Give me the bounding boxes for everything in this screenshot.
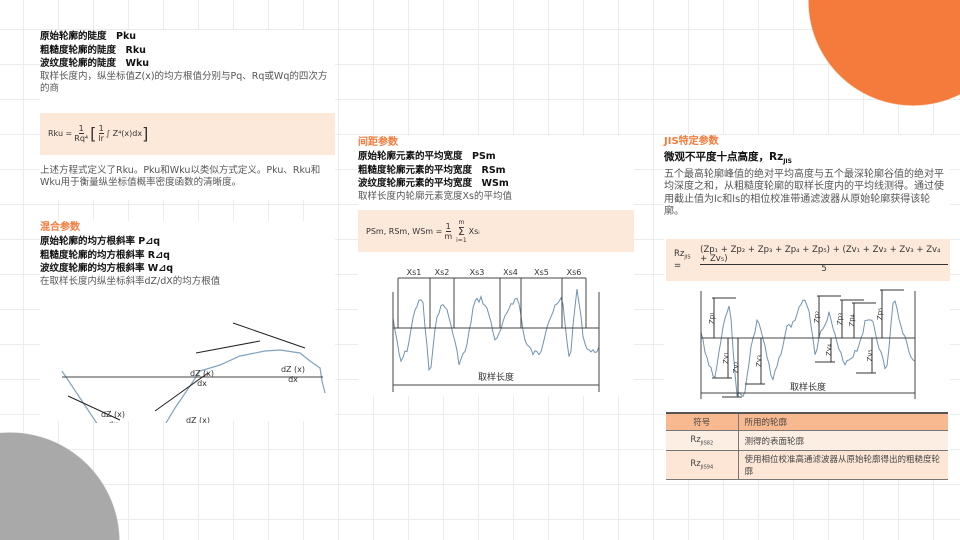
title-text: 微观不平度十点高度，Rz [664, 151, 784, 163]
frac-num: 1 [98, 124, 104, 134]
decor-gray-circle [0, 432, 120, 540]
cell-desc: 使用相位校准高通滤波器从原始轮廓得出的粗糙度轮廓 [738, 450, 948, 480]
slope-profile [61, 349, 326, 423]
title-wsm: 波纹度轮廓元素的平均宽度 WSm [358, 178, 509, 189]
valley-label: Zv₄ [825, 344, 833, 356]
formula-lhs: PSm, RSm, WSm = [366, 226, 443, 236]
symbol-text: Rz [690, 434, 701, 445]
lhs-sub: JIS [684, 254, 691, 261]
peak-label: Zp₂ [813, 311, 821, 323]
profile-table: 符号 所用的轮廓 RzJIS82 测得的表面轮廓 RzJIS94 使用相位校准高通滤波… [666, 412, 948, 480]
peak-label: Zp₅ [876, 308, 884, 320]
rz-formula: RzJIS = (Zp₁ + Zp₂ + Zp₃ + Zp₄ + Zp₅) + … [666, 239, 950, 281]
valley-label: Zv₂ [732, 361, 740, 373]
xs-label: Xs6 [567, 268, 582, 277]
lhs-text: Rz [674, 249, 685, 260]
frac-num: 1 [78, 124, 84, 134]
title-rsm: 粗糙度轮廓元素的平均宽度 RSm [358, 164, 506, 176]
slope-diagram: dZ (x)dx dZ (x)dx dZ (x)dx dZ (x)dx dZ (… [61, 322, 326, 423]
xs-label: Xs1 [407, 268, 422, 277]
sampling-length-label: 取样长度 [478, 371, 514, 383]
xs-label: Xs2 [435, 268, 450, 277]
slope-label: dZ (x) [281, 365, 305, 374]
symbol-sub: JIS94 [700, 464, 714, 471]
peak-label: Zp₄ [848, 314, 856, 326]
valley-label: Zv₁ [722, 352, 730, 364]
formula-lhs: Rku = [48, 129, 73, 138]
frac-num: 1 [445, 221, 451, 232]
title-pku: 原始轮廓的陡度 Pku [40, 31, 137, 42]
frac-den: 5 [821, 264, 827, 274]
slope-desc: 在取样长度内纵坐标斜率dZ/dX的均方根值 [40, 275, 221, 287]
title-psm: 原始轮廓元素的平均宽度 PSm [358, 151, 496, 162]
title-sub: JIS [783, 158, 792, 166]
section-title-jis: JIS特定参数 [664, 136, 719, 147]
slope-label: dx [108, 420, 118, 423]
peak-label: Zp₃ [836, 313, 844, 325]
sum-sign: Σ [457, 224, 465, 238]
kurtosis-desc: 取样长度内，纵坐标值Z(x)的均方根值分别与Pq、Rq或Wq的四次方的商 [40, 70, 328, 95]
section-title-spacing: 间距参数 [358, 137, 398, 148]
slope-label: dx [288, 375, 298, 384]
valley-label: Zv₃ [755, 355, 763, 367]
xs-label: Xs5 [534, 268, 549, 277]
spacing-section: 间距参数 原始轮廓元素的平均宽度 PSm 粗糙度轮廓元素的平均宽度 RSm 波纹… [358, 136, 634, 396]
rku-formula: Rku = 1 Rq⁴ [ 1 lr ∫ Z⁴(x)dx ] [40, 112, 335, 155]
sampling-length-label: 取样长度 [790, 381, 826, 393]
tangent [67, 395, 121, 421]
slope-label: dZ (x) [186, 416, 210, 423]
sum-bot: i=1 [456, 236, 467, 244]
surface-profile [392, 288, 600, 372]
symbol-text: Rz [690, 459, 701, 470]
jis-desc: 五个最高轮廓峰值的绝对平均高度与五个最深轮廓谷值的绝对平均深度之和，从粗糙度轮廓… [664, 168, 944, 218]
jis-section: JIS特定参数 微观不平度十点高度，RzJIS 五个最高轮廓峰值的绝对平均高度与… [664, 135, 950, 480]
bracket: [ [90, 124, 97, 143]
slope-label: dZ (x) [101, 410, 125, 419]
title-rdq: 粗糙度轮廓的均方根斜率 R⊿q [40, 249, 170, 261]
valley-label: Zv₅ [866, 349, 874, 361]
equals-sign: = [674, 260, 682, 271]
symbol-sub: JIS82 [700, 440, 714, 447]
title-wku: 波纹度轮廓的陡度 Wku [40, 58, 150, 69]
kurtosis-section: 原始轮廓的陡度 Pku 粗糙度轮廓的陡度 Rku 波纹度轮廓的陡度 Wku 取样… [40, 30, 335, 200]
cell-desc: 测得的表面轮廓 [738, 430, 948, 451]
title-pdq: 原始轮廓的均方根斜率 P⊿q [40, 236, 161, 247]
spacing-desc: 取样长度内轮廓元素宽度Xs的平均值 [358, 190, 512, 202]
table-row: RzJIS82 测得的表面轮廓 [666, 430, 948, 451]
xs-label: Xs3 [470, 268, 485, 277]
peak-label: Zp₁ [708, 312, 716, 324]
title-wdq: 波纹度轮廓的均方根斜率 W⊿q [40, 263, 174, 274]
title-rku: 粗糙度轮廓的陡度 Rku [40, 44, 146, 56]
integrand: ∫ Z⁴(x)dx [105, 129, 143, 138]
tangent [154, 372, 209, 412]
header-symbol: 符号 [666, 412, 739, 431]
decor-orange-circle [808, 0, 960, 106]
tangent [232, 322, 306, 349]
slope-label: dx [197, 379, 207, 388]
header-profile: 所用的轮廓 [738, 412, 948, 431]
frac-num: (Zp₁ + Zp₂ + Zp₃ + Zp₄ + Zp₅) + (Zv₁ + Z… [700, 246, 948, 265]
bracket: ] [142, 124, 149, 143]
kurtosis-note: 上述方程式定义了Rku。Pku和Wku以类似方式定义。Pku、Rku和Wku用于… [40, 164, 321, 189]
slope-label: dZ (x) [190, 369, 214, 378]
formula-lhs: RzJIS = [674, 249, 698, 271]
frac-den: lr [98, 134, 104, 143]
table-row: RzJIS94 使用相位校准高通滤波器从原始轮廓得出的粗糙度轮廓 [666, 450, 948, 480]
tangent [195, 340, 261, 354]
table-header: 符号 所用的轮廓 [666, 412, 948, 431]
cell-symbol: RzJIS94 [666, 450, 739, 480]
hybrid-section: 混合参数 原始轮廓的均方根斜率 P⊿q 粗糙度轮廓的均方根斜率 R⊿q 波纹度轮… [40, 221, 335, 423]
section-title-hybrid: 混合参数 [40, 222, 80, 233]
frac-den: m [444, 231, 453, 241]
surface-profile [700, 299, 916, 398]
xs-label: Xs4 [503, 268, 518, 277]
cell-symbol: RzJIS82 [666, 430, 739, 451]
frac-den: Rq⁴ [74, 134, 89, 143]
spacing-diagram: Xs1 Xs2 Xs3 Xs4 Xs5 Xs6 取样长度 [392, 268, 600, 392]
title-rzjis: 微观不平度十点高度，RzJIS [664, 151, 950, 169]
sum-top: m [458, 218, 465, 226]
sum-term: Xsᵢ [468, 226, 480, 236]
